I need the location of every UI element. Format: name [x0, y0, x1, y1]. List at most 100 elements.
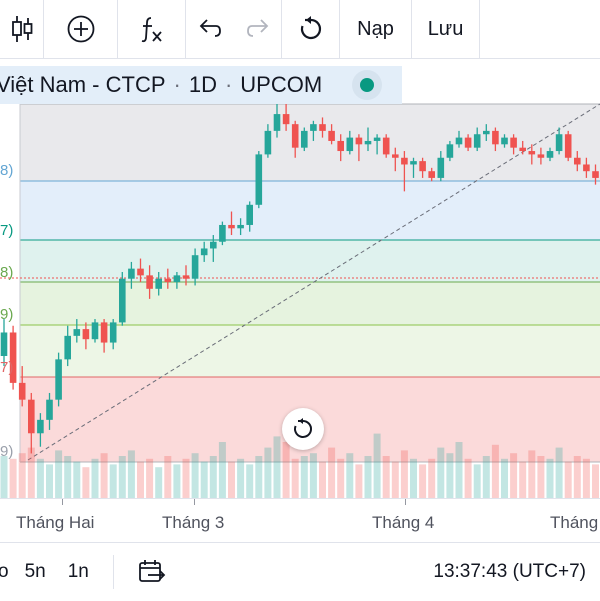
candle-body [228, 224, 235, 229]
top-toolbar: Nạp Lưu [0, 0, 600, 59]
divider [112, 555, 114, 589]
date-range-button[interactable] [138, 559, 166, 585]
candle-body [164, 278, 172, 283]
candle-body [18, 382, 26, 400]
candle-body [210, 241, 217, 249]
symbol-name: Việt Nam - CTCP [0, 72, 166, 97]
candle-body [155, 278, 162, 289]
time-tick [62, 499, 63, 505]
indicators-button[interactable] [0, 0, 44, 58]
fib-band [20, 282, 600, 325]
volume-bar [382, 456, 390, 498]
candle-body [0, 332, 8, 356]
volume-bar [73, 461, 81, 498]
chart-area[interactable] [0, 58, 600, 498]
range-button-5y[interactable]: 5n [24, 561, 46, 582]
candle-body [219, 224, 226, 242]
candle-body [100, 322, 108, 343]
volume-bar [564, 461, 572, 498]
volume-bar [18, 453, 26, 498]
volume-bar [364, 456, 372, 498]
time-axis[interactable]: Tháng Hai Tháng 3 Tháng 4 Tháng [0, 498, 600, 543]
candlestick-icon [11, 16, 32, 42]
separator: · [173, 72, 181, 97]
price-label: 7) [0, 359, 14, 376]
volume-bar [0, 456, 8, 498]
range-button-partial[interactable]: o [0, 561, 9, 582]
volume-bar [82, 467, 90, 498]
candle-body [337, 140, 344, 152]
redo-button[interactable] [234, 0, 282, 58]
volume-bar [164, 456, 172, 498]
price-chart[interactable] [0, 58, 600, 498]
fib-band [20, 325, 600, 377]
volume-bar [36, 458, 44, 498]
fib-band [20, 181, 600, 240]
volume-bar [446, 453, 454, 498]
candle-body [501, 137, 508, 145]
volume-bar [437, 447, 445, 498]
volume-bar [127, 450, 135, 498]
candle-body [46, 399, 53, 420]
candle-body [119, 278, 126, 323]
candle-body [82, 329, 90, 340]
status-dot [360, 78, 374, 92]
range-button-1y[interactable]: 1n [67, 561, 89, 582]
volume-bar [173, 464, 181, 498]
candle-body [510, 137, 517, 148]
symbol-info-bar[interactable]: Việt Nam - CTCP · 1D · UPCOM [0, 66, 402, 104]
candle-body [128, 268, 135, 279]
volume-bar [428, 458, 436, 498]
save-button[interactable]: Lưu [412, 0, 480, 58]
candle-body [146, 275, 153, 289]
candle-body [446, 144, 454, 158]
candle-body [200, 248, 208, 256]
undo-button[interactable] [186, 0, 234, 58]
candle-body [328, 130, 335, 141]
market-status-icon[interactable] [352, 70, 382, 100]
volume-bar [455, 442, 463, 498]
candle-body [319, 124, 326, 131]
volume-bar [209, 456, 217, 498]
volume-bar [555, 447, 563, 498]
volume-bar [109, 464, 117, 498]
price-label: 9) [0, 306, 14, 323]
volume-bar [528, 450, 536, 498]
candle-body [583, 164, 590, 172]
candle-body [382, 137, 390, 155]
candle-body [392, 154, 399, 158]
candle-body [373, 137, 381, 141]
reset-button[interactable] [282, 0, 340, 58]
reset-chart-button[interactable] [282, 408, 324, 450]
candle-body [55, 359, 62, 400]
volume-bar [400, 450, 408, 498]
separator: · [224, 72, 233, 97]
add-button[interactable] [44, 0, 118, 58]
candle-body [273, 114, 281, 131]
clock-timezone[interactable]: 13:37:43 (UTC+7) [433, 561, 586, 582]
volume-bar [137, 461, 144, 498]
volume-bar [337, 458, 345, 498]
symbol-interval: 1D [188, 72, 217, 97]
volume-bar [282, 442, 290, 498]
candle-body [355, 137, 363, 145]
price-label: 9) [0, 443, 14, 460]
load-button[interactable]: Nạp [340, 0, 412, 58]
reset-icon [300, 16, 321, 40]
volume-bar [592, 464, 599, 498]
volume-bar [419, 464, 427, 498]
candle-body [182, 275, 190, 279]
candle-body [455, 137, 463, 145]
toolbar-spacer [480, 0, 600, 58]
volume-bar [410, 458, 417, 498]
formula-button[interactable] [118, 0, 186, 58]
redo-icon [246, 19, 268, 37]
candle-body [28, 399, 35, 434]
candle-body [555, 134, 563, 152]
candle-body [64, 335, 71, 360]
candle-body [109, 322, 117, 343]
candle-body [473, 134, 481, 148]
price-label: 8) [0, 162, 14, 179]
candle-body [264, 130, 272, 155]
volume-bar [291, 458, 299, 498]
